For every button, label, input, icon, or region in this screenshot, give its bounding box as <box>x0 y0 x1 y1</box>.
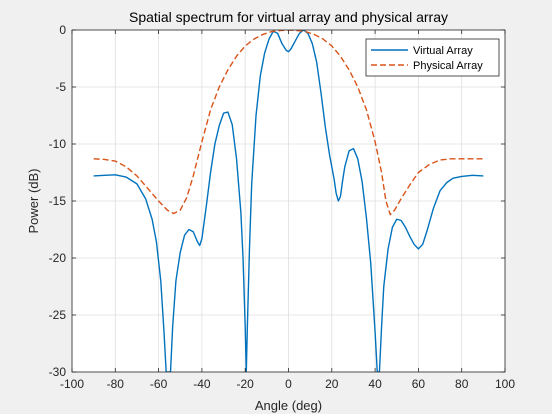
x-tick-label: -60 <box>150 377 168 391</box>
x-tick-label: -20 <box>237 377 255 391</box>
y-axis-label: Power (dB) <box>26 168 41 233</box>
y-tick-label: -15 <box>49 194 67 208</box>
ticks: -100 -80 -60 -40 -20 0 20 40 60 80 100 0 -5 -10 -15 -20… <box>49 23 516 391</box>
legend-entry-label: Virtual Array <box>413 45 473 57</box>
series-line-virtual-array <box>93 30 484 372</box>
legend-box <box>365 38 500 77</box>
y-tick-label: -20 <box>49 251 67 265</box>
x-tick-label: -80 <box>107 377 125 391</box>
x-tick-label: 60 <box>412 377 426 391</box>
chart-title: Spatial spectrum for virtual array and p… <box>129 9 448 25</box>
x-tick-label: -40 <box>193 377 211 391</box>
legend: Virtual Array Physical Array <box>365 38 500 77</box>
x-tick-label: 20 <box>325 377 339 391</box>
legend-entry-label: Physical Array <box>413 60 483 72</box>
x-tick-label: 40 <box>368 377 382 391</box>
y-tick-label: -25 <box>49 308 67 322</box>
x-tick-label: 80 <box>455 377 469 391</box>
y-tick-label: 0 <box>59 23 66 37</box>
x-tick-label: 100 <box>495 377 515 391</box>
y-tick-label: -30 <box>49 365 67 379</box>
x-axis-label: Angle (deg) <box>255 398 322 413</box>
x-tick-label: -100 <box>60 377 84 391</box>
y-tick-label: -10 <box>49 137 67 151</box>
y-tick-label: -5 <box>55 80 66 94</box>
x-tick-label: 0 <box>285 377 292 391</box>
